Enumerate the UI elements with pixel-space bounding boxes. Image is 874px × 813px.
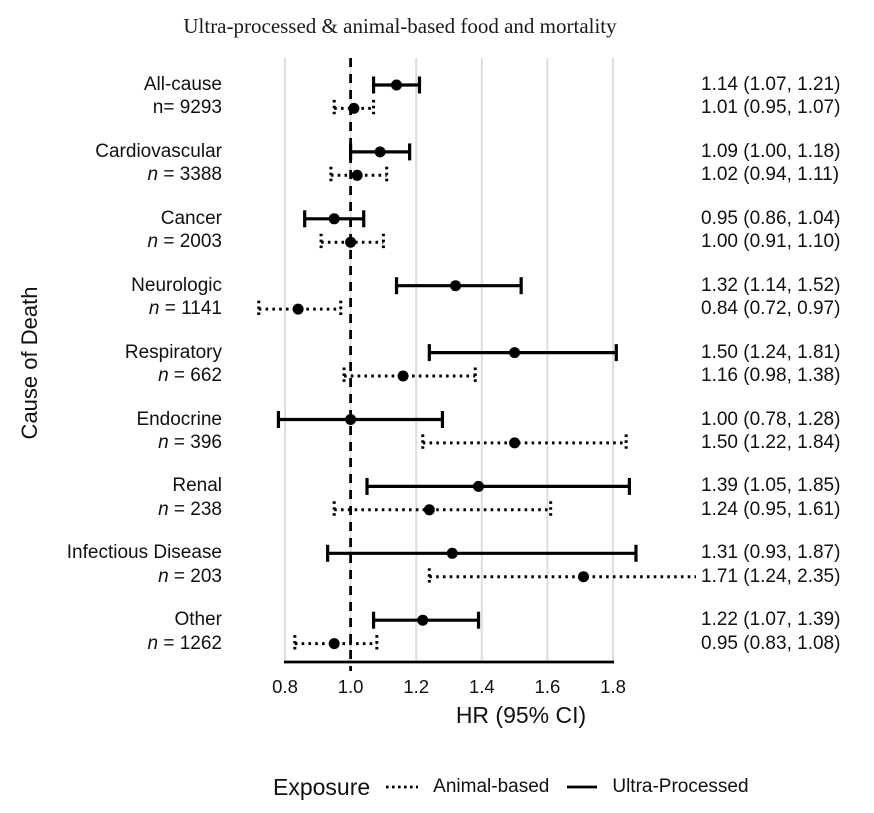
forest-point	[348, 102, 360, 114]
group-n-label: n= 9293	[0, 97, 222, 119]
group-n-label: n = 662	[0, 365, 222, 387]
legend: Exposure Animal-based Ultra-Processed	[273, 773, 749, 800]
forest-point	[446, 547, 458, 559]
n-italic: n	[147, 632, 159, 654]
hr-value-label: 1.00 (0.91, 1.10)	[701, 231, 841, 253]
group-label: Respiratory	[124, 341, 222, 363]
x-tick-label: 0.8	[272, 676, 298, 697]
n-count: = 396	[168, 431, 222, 453]
group-label: All-cause	[143, 74, 222, 95]
x-tick-label: 1.6	[534, 676, 561, 697]
hr-value-label: 1.00 (0.78, 1.28)	[701, 408, 841, 430]
group-label: Infectious Disease	[66, 542, 222, 564]
hr-value-label: 1.32 (1.14, 1.52)	[701, 274, 841, 296]
n-italic: n	[148, 298, 160, 320]
group-label: Renal	[172, 475, 222, 497]
x-tick-label: 1.8	[600, 676, 626, 697]
group-n-label: n = 238	[0, 499, 222, 521]
forest-point	[292, 303, 304, 315]
group-label: Other	[174, 609, 222, 631]
x-tick-label: 1.2	[403, 676, 430, 697]
n-count: = 1262	[158, 632, 222, 654]
group-n-label: n = 396	[0, 432, 222, 454]
legend-item-ultra-processed: Ultra-Processed	[612, 776, 749, 797]
group-label: Neurologic	[131, 274, 222, 296]
forest-point	[423, 504, 435, 516]
plot-area	[257, 58, 696, 671]
group-n-label: n = 203	[0, 566, 222, 588]
hr-value-label: 0.95 (0.86, 1.04)	[701, 207, 841, 229]
forest-point	[509, 437, 521, 449]
group-n-label: n = 1262	[0, 632, 223, 655]
x-axis-title: HR (95% CI)	[455, 702, 587, 728]
forest-point	[391, 79, 403, 91]
hr-value-label: 1.09 (1.00, 1.18)	[701, 140, 841, 162]
hr-value-label: 1.24 (0.95, 1.61)	[701, 498, 841, 520]
n-italic: n	[158, 365, 169, 386]
chart-title: Ultra-processed & animal-based food and …	[183, 14, 617, 38]
forest-point	[345, 236, 357, 248]
n-italic: n	[158, 565, 169, 587]
group-label: Cancer	[160, 207, 222, 229]
forest-point	[397, 370, 409, 382]
hr-value-label: 0.84 (0.72, 0.97)	[701, 298, 841, 320]
hr-value-label: 1.50 (1.22, 1.84)	[701, 431, 841, 453]
forest-point	[577, 571, 589, 583]
hr-value-label: 1.14 (1.07, 1.21)	[701, 74, 841, 95]
n-count: = 203	[168, 565, 222, 587]
forest-point	[374, 146, 386, 158]
hr-value-label: 1.01 (0.95, 1.07)	[701, 97, 841, 119]
group-n-label: n = 1141	[0, 298, 222, 320]
n-italic: n	[147, 231, 159, 253]
n-count: = 2003	[158, 231, 222, 253]
hr-value-label: 0.95 (0.83, 1.08)	[701, 632, 841, 654]
forest-point	[450, 280, 462, 292]
n-count: = 1141	[159, 298, 222, 320]
forest-point	[473, 480, 485, 492]
legend-title: Exposure	[273, 773, 371, 800]
hr-value-label: 1.71 (1.24, 2.35)	[701, 565, 841, 587]
solid-line-icon	[567, 785, 598, 789]
hr-value-label: 1.16 (0.98, 1.38)	[701, 365, 841, 386]
hr-value-label: 1.02 (0.94, 1.11)	[701, 164, 840, 186]
group-label: Cardiovascular	[95, 140, 222, 162]
n-italic: n	[158, 431, 169, 453]
n-count: n= 9293	[152, 97, 222, 119]
hr-value-label: 1.31 (0.93, 1.87)	[701, 542, 841, 564]
n-count: = 3388	[158, 164, 222, 186]
n-count: = 238	[168, 498, 222, 520]
group-n-label: n = 2003	[0, 231, 223, 253]
hr-value-label: 1.39 (1.05, 1.85)	[701, 475, 841, 497]
hr-value-label: 1.22 (1.07, 1.39)	[701, 609, 841, 631]
forest-point	[328, 638, 340, 650]
group-label: Endocrine	[136, 408, 222, 430]
x-tick-label: 1.4	[468, 676, 495, 697]
forest-point	[345, 414, 357, 425]
x-tick-label: 1.0	[337, 676, 364, 697]
n-italic: n	[147, 164, 159, 186]
dotted-line-icon	[386, 785, 419, 789]
group-n-label: n = 3388	[0, 164, 223, 186]
forest-point	[509, 347, 521, 359]
legend-item-animal-based: Animal-based	[433, 776, 550, 797]
forest-point	[351, 169, 363, 181]
n-italic: n	[158, 498, 169, 520]
forest-point	[417, 614, 429, 626]
n-count: = 662	[168, 365, 222, 386]
forest-point	[328, 213, 340, 225]
hr-value-label: 1.50 (1.24, 1.81)	[701, 341, 841, 363]
